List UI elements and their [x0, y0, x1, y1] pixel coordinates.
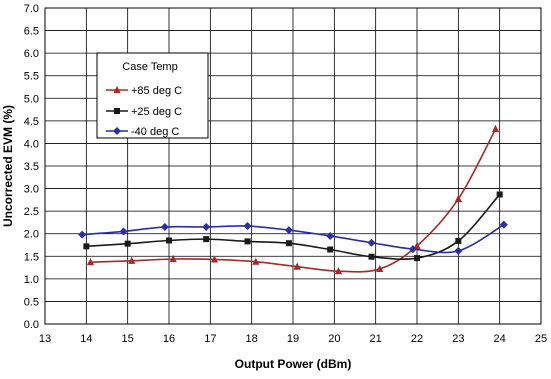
data-point-square — [124, 240, 131, 247]
series-triangle — [86, 124, 500, 275]
series-layer — [78, 124, 508, 275]
legend-label: +25 deg C — [131, 106, 182, 118]
y-tick-label: 2.5 — [24, 206, 39, 218]
y-axis-title: Uncorrected EVM (%) — [1, 105, 15, 227]
data-point-square — [414, 255, 420, 262]
data-point-triangle — [293, 262, 301, 270]
data-point-triangle — [210, 255, 219, 263]
data-point-triangle — [413, 241, 421, 250]
x-axis-ticks: 13 14 15 16 17 18 19 20 21 22 23 24 25 — [39, 333, 547, 345]
x-tick-label: 14 — [80, 333, 92, 345]
data-point-triangle — [128, 256, 136, 264]
x-tick-label: 13 — [39, 333, 51, 345]
data-point-square — [244, 238, 251, 245]
x-tick-label: 19 — [287, 333, 299, 345]
y-tick-label: 6.0 — [24, 48, 39, 60]
data-point-square — [327, 246, 334, 253]
y-tick-label: 1.0 — [24, 274, 39, 286]
x-tick-label: 23 — [452, 333, 464, 345]
y-tick-label: 0.0 — [24, 319, 39, 331]
data-point-diamond — [408, 245, 417, 254]
y-tick-label: 2.0 — [24, 229, 39, 241]
data-point-triangle — [334, 267, 343, 275]
data-point-square — [368, 253, 375, 260]
x-tick-label: 16 — [163, 333, 175, 345]
data-point-diamond — [454, 246, 463, 255]
data-point-triangle — [491, 124, 500, 133]
y-tick-label: 5.0 — [24, 93, 39, 105]
series-diamond — [78, 220, 508, 255]
data-point-diamond — [160, 222, 169, 231]
x-tick-label: 20 — [328, 333, 340, 345]
data-point-triangle — [252, 257, 260, 265]
data-point-diamond — [367, 238, 376, 247]
y-tick-label: 4.5 — [24, 116, 39, 128]
x-tick-label: 15 — [122, 333, 134, 345]
legend-entries: +85 deg C +25 deg C -40 deg C — [106, 85, 182, 138]
y-tick-label: 6.5 — [24, 26, 39, 38]
data-point-diamond — [78, 230, 87, 239]
x-axis-title: Output Power (dBm) — [235, 357, 352, 371]
data-point-diamond — [284, 226, 293, 235]
data-point-square — [496, 191, 503, 198]
x-tick-label: 21 — [370, 333, 382, 345]
x-tick-label: 18 — [246, 333, 258, 345]
legend-entry: +85 deg C — [106, 85, 182, 97]
y-tick-label: 4.0 — [24, 138, 39, 150]
data-point-square — [166, 237, 172, 244]
data-point-diamond — [119, 227, 128, 236]
data-point-square — [203, 236, 210, 243]
data-point-diamond — [202, 222, 211, 231]
legend: Case Temp +85 deg C +25 deg C -40 deg C — [96, 52, 209, 139]
legend-marker-diamond — [113, 127, 121, 135]
data-point-square — [455, 237, 462, 244]
y-axis-ticks: 0.0 0.5 1.0 1.5 2.0 2.5 3.0 3.5 4.0 4.5 5.0 5.5 6.0 6… — [24, 3, 39, 331]
data-point-diamond — [326, 231, 335, 240]
legend-entry: -40 deg C — [106, 126, 179, 138]
x-tick-label: 17 — [204, 333, 216, 345]
legend-entry: +25 deg C — [106, 106, 182, 118]
data-point-square — [285, 240, 292, 247]
y-tick-label: 5.5 — [24, 71, 39, 83]
plot-border — [44, 7, 542, 325]
y-tick-label: 3.0 — [24, 184, 39, 196]
legend-marker-square — [114, 108, 120, 114]
data-point-diamond — [243, 222, 252, 231]
legend-title: Case Temp — [122, 61, 177, 73]
data-point-diamond — [499, 220, 508, 229]
legend-marker-triangle — [113, 85, 121, 94]
y-tick-label: 0.5 — [24, 296, 39, 308]
legend-box — [96, 52, 209, 139]
data-point-triangle — [169, 254, 177, 263]
series-square — [83, 191, 503, 262]
data-point-triangle — [454, 194, 462, 203]
legend-label: +85 deg C — [131, 85, 182, 97]
y-tick-label: 7.0 — [24, 3, 39, 15]
data-point-square — [83, 243, 90, 250]
y-tick-label: 1.5 — [24, 251, 39, 263]
data-point-triangle — [86, 258, 95, 266]
data-point-triangle — [376, 264, 384, 273]
x-tick-label: 25 — [535, 333, 547, 345]
y-tick-label: 3.5 — [24, 161, 39, 173]
legend-label: -40 deg C — [131, 126, 179, 138]
x-tick-label: 24 — [494, 333, 506, 345]
x-tick-label: 22 — [411, 333, 423, 345]
